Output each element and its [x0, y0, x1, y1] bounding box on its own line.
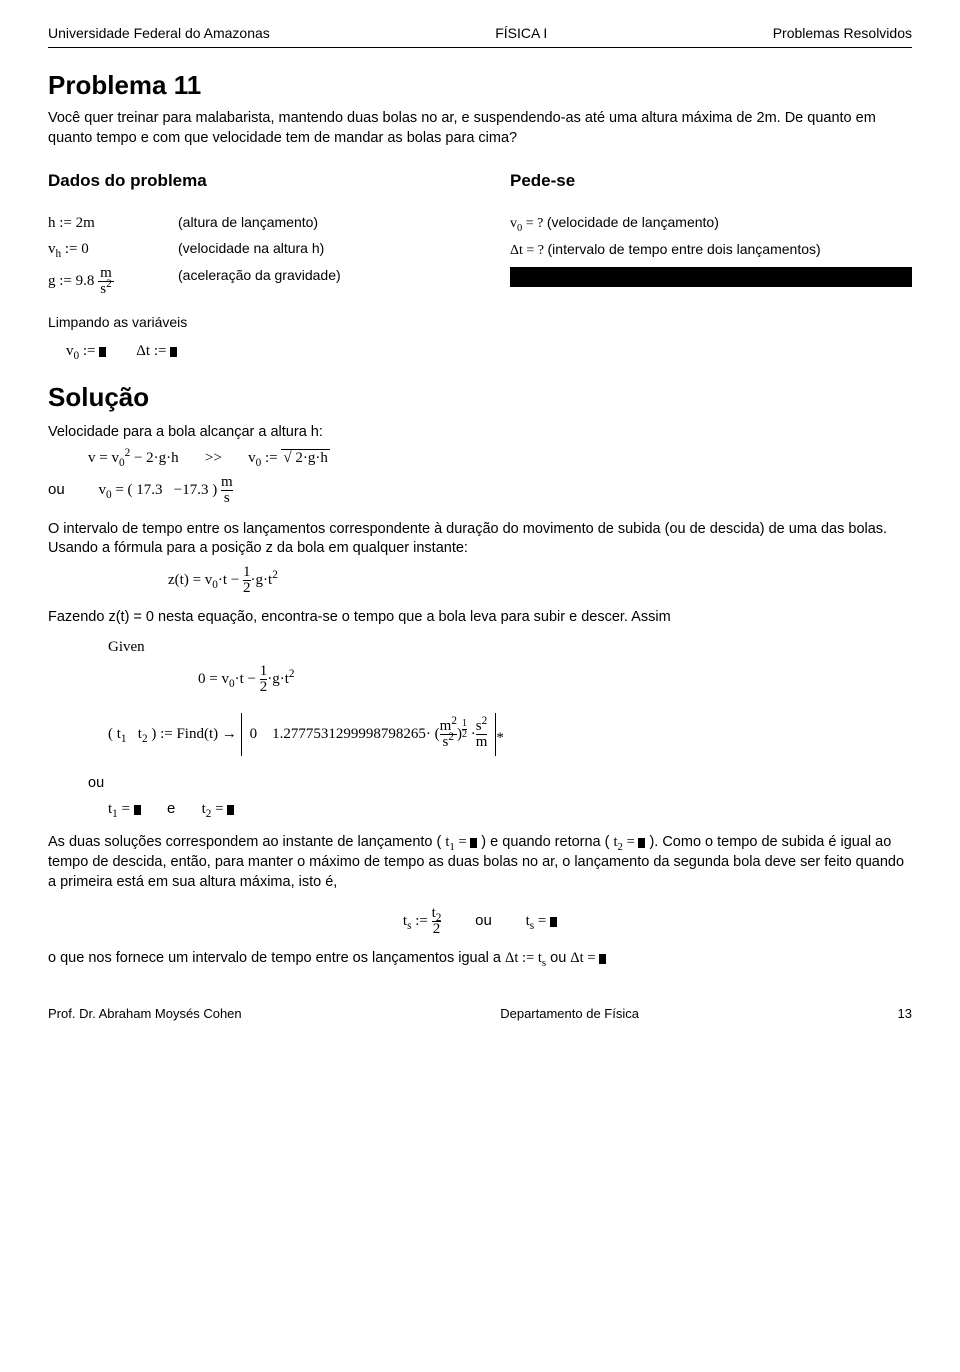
vh-label: (velocidade na altura h) [178, 239, 324, 258]
z-equation: z(t) = v0·t − 12·g·t2 [168, 565, 912, 596]
def-g: g := 9.8 ms2 (aceleração da gravidade) [48, 266, 450, 297]
pedese-col: Pede-se [510, 170, 912, 203]
header-right: Problemas Resolvidos [773, 24, 912, 43]
problem-title: Problema 11 [48, 68, 912, 103]
def-h: h := 2m (altura de lançamento) [48, 213, 450, 233]
find-equation: ( t1 t2 ) := Find(t) → 0 1.2777531299998… [108, 713, 912, 756]
dados-col: Dados do problema [48, 170, 450, 203]
footer-page-number: 13 [898, 1005, 912, 1023]
interval-para: O intervalo de tempo entre os lançamento… [48, 520, 912, 559]
redaction-bar [510, 267, 912, 287]
g-equation: g := 9.8 ms2 [48, 266, 178, 297]
ask-dt: Δt = ? (intervalo de tempo entre dois la… [510, 240, 912, 261]
ask-v0: v0 = ? (velocidade de lançamento) [510, 213, 912, 234]
problem-intro: Você quer treinar para malabarista, mant… [48, 109, 912, 148]
vel-equation: v = v02 − 2·g·h >> v0 := √ 2·g·h [88, 448, 912, 468]
ou-label: ou [88, 774, 912, 794]
footer-left: Prof. Dr. Abraham Moysés Cohen [48, 1005, 242, 1023]
vel-para: Velocidade para a bola alcançar a altura… [48, 423, 912, 443]
v0-ask: v0 = ? (velocidade de lançamento) [510, 213, 719, 234]
page-footer: Prof. Dr. Abraham Moysés Cohen Departame… [48, 1005, 912, 1023]
given-equation: 0 = v0·t − 12·g·t2 [198, 664, 912, 695]
conclusion-2: o que nos fornece um intervalo de tempo … [48, 949, 912, 969]
pedese-title: Pede-se [510, 170, 912, 193]
solucao-title: Solução [48, 380, 912, 415]
asterisk-icon: * [496, 730, 504, 746]
dados-body: h := 2m (altura de lançamento) vh := 0 (… [48, 213, 450, 303]
g-label: (aceleração da gravidade) [178, 266, 341, 285]
given-label: Given [108, 637, 912, 657]
h-label: (altura de lançamento) [178, 213, 318, 232]
page-header: Universidade Federal do Amazonas FÍSICA … [48, 24, 912, 48]
vel-ou: ou v0 = ( 17.3 −17.3 ) ms [48, 475, 912, 506]
footer-center: Departamento de Física [500, 1005, 639, 1023]
dados-title: Dados do problema [48, 170, 450, 193]
ts-equation: ts := t22 ou ts = [48, 906, 912, 937]
data-ask-row: Dados do problema Pede-se [48, 170, 912, 203]
dt-ask: Δt = ? (intervalo de tempo entre dois la… [510, 240, 821, 261]
clear-vars: v0 := Δt := [66, 341, 912, 361]
def-vh: vh := 0 (velocidade na altura h) [48, 239, 450, 259]
t-results: t1 = e t2 = [108, 799, 912, 819]
vh-equation: vh := 0 [48, 239, 178, 259]
header-left: Universidade Federal do Amazonas [48, 24, 270, 43]
conclusion-1: As duas soluções correspondem ao instant… [48, 833, 912, 892]
data-ask-body: h := 2m (altura de lançamento) vh := 0 (… [48, 213, 912, 303]
limpando-label: Limpando as variáveis [48, 313, 912, 332]
header-center: FÍSICA I [495, 24, 547, 43]
fazendo-para: Fazendo z(t) = 0 nesta equação, encontra… [48, 608, 912, 628]
h-equation: h := 2m [48, 213, 178, 233]
pedese-body: v0 = ? (velocidade de lançamento) Δt = ?… [510, 213, 912, 303]
